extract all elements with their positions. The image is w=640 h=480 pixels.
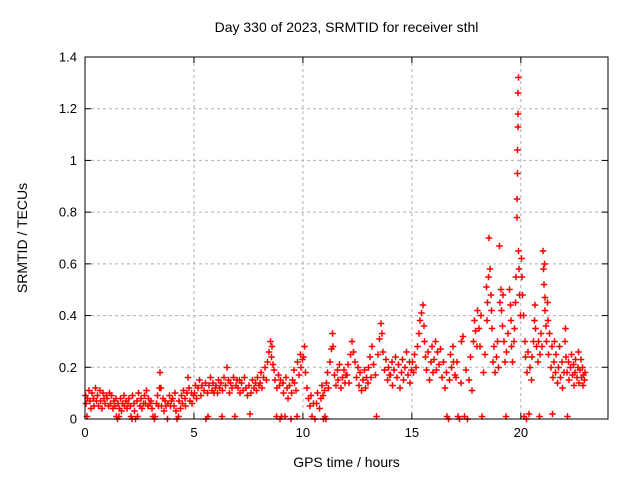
y-tick-label: 1.4 — [59, 50, 77, 65]
chart-title: Day 330 of 2023, SRMTID for receiver sth… — [214, 19, 479, 35]
x-tick-label: 20 — [514, 425, 528, 440]
x-axis-label: GPS time / hours — [293, 454, 400, 470]
y-axis-label: SRMTID / TECUs — [14, 182, 30, 294]
x-tick-label: 15 — [405, 425, 419, 440]
y-tick-label: 0 — [70, 412, 77, 427]
scatter-points — [82, 74, 589, 423]
y-tick-label: 0.8 — [59, 205, 77, 220]
y-tick-label: 0.2 — [59, 360, 77, 375]
plot-border — [84, 56, 609, 420]
x-tick-label: 0 — [81, 425, 88, 440]
x-tick-label: 10 — [296, 425, 310, 440]
y-tick-label: 0.6 — [59, 256, 77, 271]
x-tick-label: 5 — [190, 425, 197, 440]
y-tick-label: 1 — [70, 153, 77, 168]
y-tick-label: 1.2 — [59, 101, 77, 116]
y-tick-label: 0.4 — [59, 308, 77, 323]
